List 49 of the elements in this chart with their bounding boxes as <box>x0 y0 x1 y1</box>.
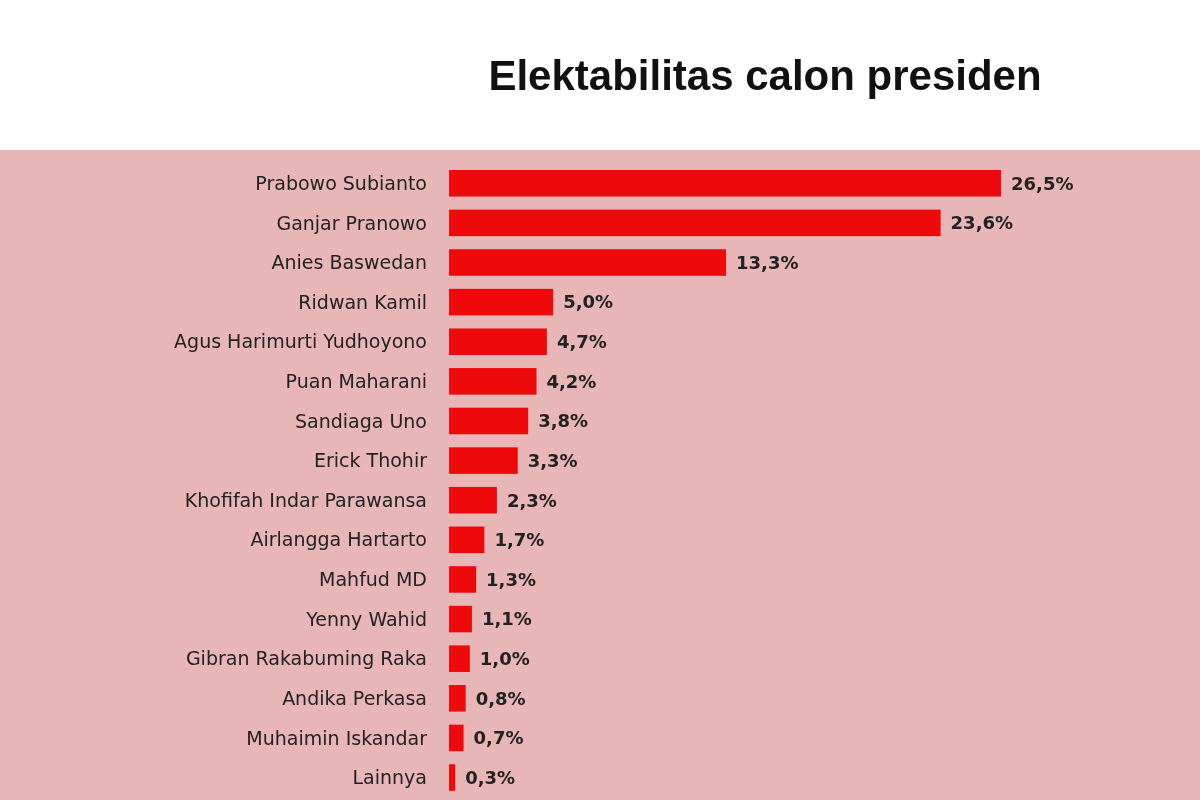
bar <box>449 368 537 395</box>
chart-title: Elektabilitas calon presiden <box>488 52 1042 99</box>
y-tick-label: Gibran Rakabuming Raka <box>185 647 427 670</box>
y-tick-label: Andika Perkasa <box>282 686 427 709</box>
y-tick-label: Erick Thohir <box>314 449 428 472</box>
y-tick-label: Lainnya <box>352 766 427 789</box>
bar <box>449 526 485 554</box>
y-tick-label: Anies Baswedan <box>271 251 427 274</box>
bar <box>449 407 529 435</box>
bar <box>449 566 477 593</box>
y-tick-label: Agus Harimurti Yudhoyono <box>174 330 427 353</box>
bar <box>449 288 554 316</box>
bar <box>449 486 497 514</box>
y-tick-label: Khofifah Indar Parawansa <box>184 488 427 511</box>
data-label: 0,7% <box>473 727 524 749</box>
y-tick-label: Puan Maharani <box>285 370 427 393</box>
data-label: 23,6% <box>950 212 1014 234</box>
data-label: 4,7% <box>556 331 607 353</box>
data-label: 1,7% <box>494 529 545 551</box>
bar <box>449 685 466 712</box>
bar <box>449 724 464 752</box>
data-label: 13,3% <box>736 251 799 273</box>
y-tick-label: Yenny Wahid <box>305 607 427 630</box>
bar <box>449 645 470 672</box>
y-tick-label: Sandiaga Uno <box>294 409 427 432</box>
data-label: 1,0% <box>479 647 530 669</box>
data-label: 26,5% <box>1011 172 1074 194</box>
data-label: 3,3% <box>527 449 578 471</box>
y-tick-label: Mahfud MD <box>319 568 427 591</box>
bar <box>449 249 727 276</box>
data-label: 0,3% <box>465 766 516 788</box>
y-tick-label: Airlangga Hartarto <box>250 528 427 551</box>
y-tick-label: Prabowo Subianto <box>255 171 427 194</box>
bar <box>449 447 518 474</box>
y-tick-label: Ganjar Pranowo <box>276 211 427 234</box>
data-label: 3,8% <box>538 410 589 432</box>
y-tick-label: Ridwan Kamil <box>298 290 427 313</box>
data-label: 5,0% <box>563 291 614 313</box>
bar <box>449 209 941 237</box>
data-label: 1,1% <box>481 608 532 630</box>
data-label: 1,3% <box>486 568 536 590</box>
data-label: 0,8% <box>475 687 526 709</box>
data-label: 4,2% <box>546 370 597 392</box>
data-label: 2,3% <box>506 489 557 511</box>
bar <box>449 328 547 356</box>
y-tick-label: Muhaimin Iskandar <box>246 726 428 749</box>
bar <box>449 605 472 633</box>
bar <box>449 764 456 791</box>
bar <box>449 170 1001 197</box>
